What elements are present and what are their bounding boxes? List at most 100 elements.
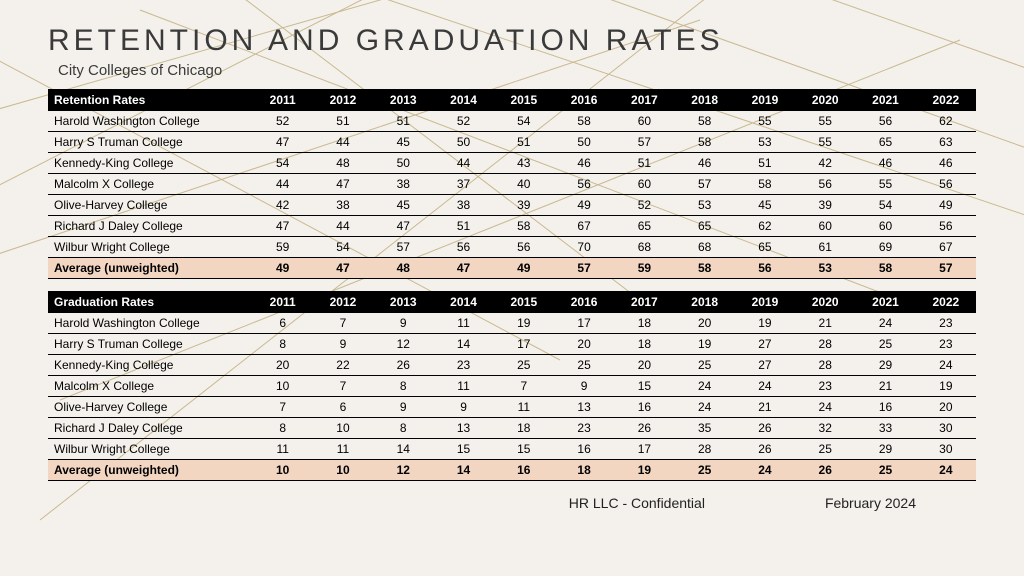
cell: 65 bbox=[675, 216, 735, 237]
cell: 60 bbox=[855, 216, 915, 237]
cell: 65 bbox=[614, 216, 674, 237]
table-row-average: Average (unweighted)10101214161819252426… bbox=[48, 460, 976, 481]
cell: 58 bbox=[675, 258, 735, 279]
cell: 65 bbox=[855, 132, 915, 153]
cell: 57 bbox=[675, 174, 735, 195]
cell: 11 bbox=[313, 439, 373, 460]
cell: 38 bbox=[313, 195, 373, 216]
cell: 23 bbox=[916, 313, 976, 334]
cell: 23 bbox=[916, 334, 976, 355]
cell: 68 bbox=[614, 237, 674, 258]
cell: 58 bbox=[675, 132, 735, 153]
year-header: 2015 bbox=[494, 291, 554, 313]
year-header: 2018 bbox=[675, 291, 735, 313]
cell: 56 bbox=[916, 174, 976, 195]
cell: 50 bbox=[373, 153, 433, 174]
cell: 55 bbox=[735, 111, 795, 132]
year-header: 2016 bbox=[554, 291, 614, 313]
cell: 6 bbox=[253, 313, 313, 334]
cell: 22 bbox=[313, 355, 373, 376]
cell: 48 bbox=[313, 153, 373, 174]
cell: 24 bbox=[916, 460, 976, 481]
cell: 8 bbox=[253, 334, 313, 355]
cell: 7 bbox=[313, 376, 373, 397]
cell: 26 bbox=[735, 439, 795, 460]
cell: 61 bbox=[795, 237, 855, 258]
row-label: Harry S Truman College bbox=[48, 334, 253, 355]
cell: 24 bbox=[795, 397, 855, 418]
cell: 24 bbox=[735, 376, 795, 397]
year-header: 2019 bbox=[735, 89, 795, 111]
cell: 24 bbox=[675, 397, 735, 418]
cell: 48 bbox=[373, 258, 433, 279]
cell: 24 bbox=[916, 355, 976, 376]
cell: 18 bbox=[614, 313, 674, 334]
cell: 58 bbox=[494, 216, 554, 237]
table-row: Wilbur Wright College1111141515161728262… bbox=[48, 439, 976, 460]
table-header-label: Graduation Rates bbox=[48, 291, 253, 313]
cell: 49 bbox=[554, 195, 614, 216]
cell: 19 bbox=[916, 376, 976, 397]
cell: 25 bbox=[675, 355, 735, 376]
cell: 47 bbox=[373, 216, 433, 237]
cell: 53 bbox=[795, 258, 855, 279]
cell: 16 bbox=[855, 397, 915, 418]
cell: 11 bbox=[253, 439, 313, 460]
year-header: 2015 bbox=[494, 89, 554, 111]
data-table: Retention Rates2011201220132014201520162… bbox=[48, 89, 976, 279]
cell: 18 bbox=[554, 460, 614, 481]
cell: 25 bbox=[675, 460, 735, 481]
cell: 55 bbox=[795, 111, 855, 132]
cell: 46 bbox=[855, 153, 915, 174]
cell: 19 bbox=[735, 313, 795, 334]
year-header: 2011 bbox=[253, 291, 313, 313]
cell: 54 bbox=[494, 111, 554, 132]
cell: 51 bbox=[614, 153, 674, 174]
year-header: 2020 bbox=[795, 89, 855, 111]
table-row: Malcolm X College44473837405660575856555… bbox=[48, 174, 976, 195]
cell: 8 bbox=[253, 418, 313, 439]
cell: 56 bbox=[735, 258, 795, 279]
cell: 55 bbox=[855, 174, 915, 195]
year-header: 2012 bbox=[313, 291, 373, 313]
row-label: Kennedy-King College bbox=[48, 153, 253, 174]
cell: 47 bbox=[313, 258, 373, 279]
cell: 46 bbox=[916, 153, 976, 174]
cell: 12 bbox=[373, 334, 433, 355]
cell: 56 bbox=[433, 237, 493, 258]
cell: 19 bbox=[675, 334, 735, 355]
cell: 26 bbox=[614, 418, 674, 439]
table-row: Harold Washington College525151525458605… bbox=[48, 111, 976, 132]
cell: 44 bbox=[313, 132, 373, 153]
row-label: Average (unweighted) bbox=[48, 460, 253, 481]
cell: 10 bbox=[253, 460, 313, 481]
cell: 67 bbox=[916, 237, 976, 258]
row-label: Olive-Harvey College bbox=[48, 195, 253, 216]
cell: 9 bbox=[373, 397, 433, 418]
cell: 32 bbox=[795, 418, 855, 439]
cell: 23 bbox=[433, 355, 493, 376]
cell: 39 bbox=[795, 195, 855, 216]
cell: 50 bbox=[554, 132, 614, 153]
cell: 21 bbox=[795, 313, 855, 334]
cell: 56 bbox=[554, 174, 614, 195]
cell: 18 bbox=[614, 334, 674, 355]
cell: 58 bbox=[675, 111, 735, 132]
data-table: Graduation Rates201120122013201420152016… bbox=[48, 291, 976, 481]
cell: 51 bbox=[373, 111, 433, 132]
cell: 60 bbox=[795, 216, 855, 237]
tables-container: Retention Rates2011201220132014201520162… bbox=[48, 89, 976, 481]
cell: 19 bbox=[614, 460, 674, 481]
cell: 54 bbox=[253, 153, 313, 174]
cell: 20 bbox=[675, 313, 735, 334]
cell: 37 bbox=[433, 174, 493, 195]
cell: 15 bbox=[614, 376, 674, 397]
cell: 67 bbox=[554, 216, 614, 237]
cell: 20 bbox=[554, 334, 614, 355]
year-header: 2021 bbox=[855, 291, 915, 313]
row-label: Olive-Harvey College bbox=[48, 397, 253, 418]
cell: 11 bbox=[433, 313, 493, 334]
cell: 50 bbox=[433, 132, 493, 153]
cell: 51 bbox=[433, 216, 493, 237]
cell: 23 bbox=[554, 418, 614, 439]
